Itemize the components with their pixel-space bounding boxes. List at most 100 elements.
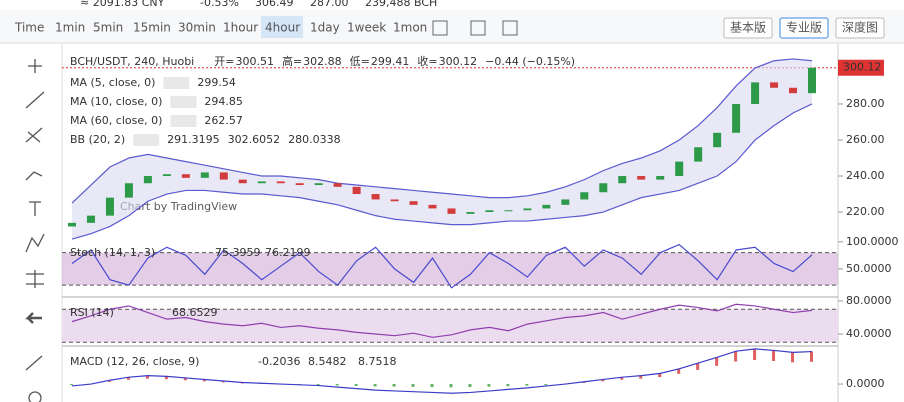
- y-tick-label: 220.00: [846, 205, 885, 218]
- header-close: 300.12: [439, 55, 478, 68]
- stoch-value: 75.3959: [215, 246, 261, 259]
- candle: [466, 212, 475, 214]
- candle: [238, 179, 247, 184]
- candle: [143, 176, 152, 184]
- candle: [409, 201, 418, 205]
- candle: [542, 204, 551, 209]
- header-o_label: 开=: [214, 55, 234, 68]
- rsi-value: 68.6529: [172, 306, 218, 319]
- candle: [580, 192, 589, 200]
- rsi-band: [62, 309, 838, 343]
- legend-name: MA (60, close, 0): [70, 114, 162, 127]
- left-tools[interactable]: [24, 59, 45, 402]
- macd-hist: [126, 377, 130, 380]
- ticker-high: 306.49: [255, 0, 294, 9]
- interval-button[interactable]: Time: [14, 21, 44, 35]
- candle: [314, 183, 323, 186]
- macd-hist: [164, 376, 168, 380]
- macd-value: 8.7518: [358, 355, 397, 368]
- macd-hist: [411, 384, 415, 387]
- macd-hist: [354, 384, 358, 386]
- view-label[interactable]: 深度图: [842, 20, 878, 35]
- candle: [732, 103, 741, 133]
- interval-button[interactable]: 1week: [347, 21, 386, 35]
- interval-button[interactable]: 1hour: [223, 21, 258, 35]
- header-open: 300.51: [235, 55, 274, 68]
- active-interval: [261, 16, 303, 38]
- candle: [789, 87, 798, 94]
- candle: [561, 199, 570, 205]
- rsi-name: RSI (14): [70, 306, 114, 319]
- candle: [523, 208, 532, 211]
- tool-icon[interactable]: [502, 20, 518, 36]
- macd-hist: [449, 384, 453, 388]
- header-high: 302.88: [303, 55, 342, 68]
- legend-value: 294.85: [204, 95, 243, 108]
- macd-hist: [373, 384, 377, 387]
- y-tick-label: 50.0000: [846, 262, 892, 275]
- ticker-cny: ≈ 2091.83 CNY: [80, 0, 165, 9]
- candle: [599, 183, 608, 193]
- tool-icon[interactable]: [432, 20, 448, 36]
- interval-button[interactable]: 4hour: [265, 21, 300, 35]
- view-label[interactable]: 基本版: [730, 21, 766, 35]
- header-h_label: 高=: [282, 54, 302, 68]
- interval-button[interactable]: 15min: [133, 21, 171, 35]
- interval-button[interactable]: 1mon: [393, 21, 427, 35]
- candle: [447, 208, 456, 214]
- candle: [352, 186, 361, 195]
- candle: [770, 82, 779, 88]
- legend-icon: [170, 115, 197, 127]
- candle: [276, 181, 285, 184]
- candle: [504, 210, 513, 212]
- macd-hist: [696, 363, 700, 370]
- macd-value: 8.5482: [308, 355, 347, 368]
- ticker-low: 287.00: [310, 0, 349, 9]
- bb-upper: [71, 58, 813, 204]
- candle: [713, 132, 722, 148]
- candle: [390, 199, 399, 202]
- candle: [162, 174, 171, 177]
- candle: [295, 183, 304, 186]
- candle: [428, 204, 437, 209]
- bb-lower: [71, 103, 813, 240]
- candle: [808, 67, 816, 94]
- y-tick-label: 40.0000: [846, 327, 892, 340]
- interval-button[interactable]: 30min: [178, 21, 216, 35]
- last-price-label: 300.12: [843, 61, 882, 74]
- y-tick-label: 100.0000: [846, 235, 899, 248]
- macd-line: [71, 348, 813, 394]
- macd-hist: [316, 384, 320, 386]
- candle: [68, 222, 76, 227]
- y-tick-label: 280.00: [846, 97, 885, 110]
- macd-hist: [202, 379, 206, 382]
- candle: [656, 176, 665, 180]
- macd-hist: [620, 377, 624, 380]
- view-button[interactable]: [835, 17, 885, 39]
- view-button[interactable]: [779, 17, 829, 39]
- candle: [181, 174, 190, 178]
- interval-button[interactable]: 1min: [55, 21, 85, 35]
- legend-value: 280.0338: [288, 133, 341, 146]
- macd-hist: [734, 351, 738, 362]
- candle: [333, 183, 342, 187]
- legend-value: 262.57: [204, 114, 243, 127]
- interval-button[interactable]: 5min: [93, 21, 123, 35]
- tool-icon[interactable]: [470, 20, 486, 36]
- view-button[interactable]: [723, 17, 773, 39]
- macd-hist: [335, 384, 339, 386]
- candle: [371, 194, 380, 200]
- y-tick-label: 260.00: [846, 133, 885, 146]
- view-label[interactable]: 专业版: [786, 20, 822, 35]
- y-tick-label: 0.0000: [846, 377, 885, 390]
- header-symbol: BCH/USDT, 240, Huobi: [70, 55, 194, 68]
- y-tick-label: 240.00: [846, 169, 885, 182]
- macd-hist: [107, 380, 111, 382]
- header-low: 299.41: [371, 55, 410, 68]
- interval-button[interactable]: 1day: [310, 21, 340, 35]
- macd-hist: [677, 368, 681, 374]
- macd-hist: [658, 373, 662, 378]
- candle: [124, 183, 133, 198]
- candle: [675, 161, 684, 177]
